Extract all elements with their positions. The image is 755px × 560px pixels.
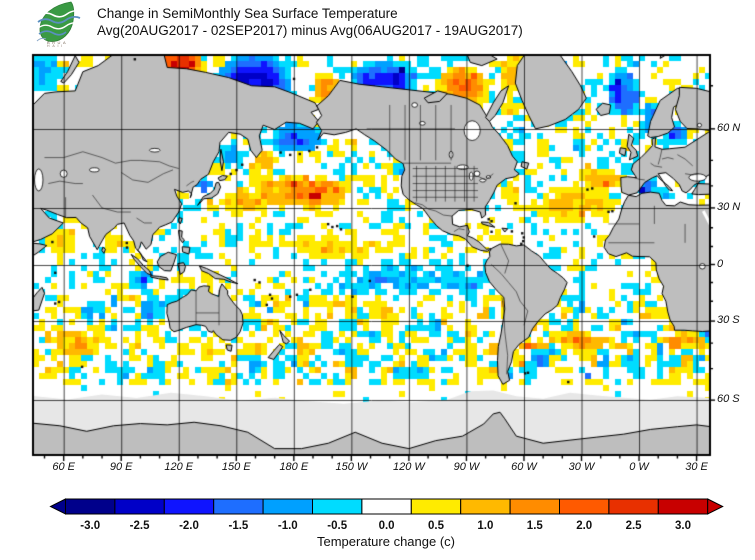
world-sst-map-canvas [0,0,755,492]
colorbar: -3.0 -2.5 -2.0 -1.5 -1.0 -0.5 0.0 0.5 1.0 1.5 2.0 2… [49,498,724,532]
lon-tick-label: 30 E [685,461,708,473]
lat-tick-label: 0 [717,257,724,270]
lon-tick-label: 180 E [279,461,309,473]
colorbar-segment [509,498,561,515]
colorbar-tick-label: -1.0 [278,520,298,532]
colorbar-tick-label: 2.5 [626,520,643,532]
colorbar-tick-label: 0.0 [379,520,395,532]
lon-tick-label: 60 E [52,461,75,473]
lat-tick-label: 30 S [717,314,740,327]
colorbar-tick-label: 2.0 [576,520,592,532]
lon-tick-label: 150 E [221,461,251,473]
lon-tick-label: 120 E [164,461,194,473]
colorbar-segment [460,498,511,515]
colorbar-segment [657,498,709,515]
lat-tick-label: 60 S [717,393,740,406]
lat-tick-label: 60 N [717,121,741,134]
colorbar-caption: Temperature change (c) [316,534,455,549]
colorbar-tick-label: 3.0 [675,520,691,532]
colorbar-segment [163,498,215,515]
lon-tick-label: 90 E [109,461,133,473]
colorbar-segment [361,498,412,515]
colorbar-right-arrow [707,498,724,515]
lon-tick-label: 30 W [568,461,595,473]
colorbar-tick-label: -0.5 [327,520,347,532]
colorbar-tick-label: 1.0 [477,520,493,532]
colorbar-segment [114,498,165,515]
colorbar-segment [65,498,116,515]
colorbar-segment [559,498,610,515]
lon-tick-label: 60 W [511,461,537,473]
colorbar-tick-label: 1.5 [527,520,544,532]
colorbar-segment [312,498,363,515]
lon-tick-label: 0 W [629,461,649,473]
lat-tick-label: 30 N [717,200,741,213]
colorbar-left-arrow [49,498,66,515]
colorbar-tick-label: -2.0 [179,520,199,532]
colorbar-segment [213,498,264,515]
colorbar-segment [262,498,314,515]
colorbar-tick-label: -1.5 [228,520,248,532]
colorbar-tick-label: -2.5 [130,520,150,532]
lon-tick-label: 150 W [335,461,368,473]
colorbar-tick-label: 0.5 [428,520,445,532]
colorbar-tick-label: -3.0 [80,520,100,532]
colorbar-segment [410,498,462,515]
lon-tick-label: 120 W [392,461,425,473]
colorbar-segment [608,498,659,515]
lon-tick-label: 90 W [453,461,480,473]
